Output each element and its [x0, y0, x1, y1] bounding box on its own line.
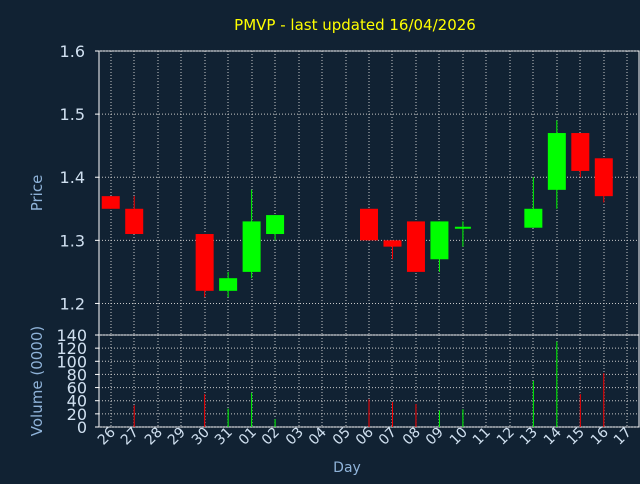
volume-axis-label: Volume (0000) — [28, 326, 46, 436]
x-tick-label: 16 — [588, 424, 612, 448]
candle-body — [266, 215, 285, 235]
volume-y-tick-label: 80 — [67, 365, 87, 384]
x-tick-label: 09 — [423, 425, 447, 449]
x-axis-label: Day — [333, 460, 361, 476]
x-tick-label: 14 — [541, 424, 565, 448]
x-tick-labels: 26 27 28 29 30 31 01 02 03 04 05 06 07 08 09 10 11 12 13 14… — [95, 424, 635, 448]
price-y-tick-label: 1.3 — [60, 231, 85, 250]
x-tick-label: 31 — [212, 425, 236, 449]
x-tick-label: 03 — [283, 425, 307, 449]
price-y-tick-label: 1.5 — [60, 105, 85, 124]
price-y-tick-labels: 1.2 1.3 1.4 1.5 1.6 — [60, 42, 85, 313]
x-tick-label: 12 — [494, 425, 518, 449]
x-tick-label: 13 — [517, 425, 541, 449]
candle-body — [594, 158, 613, 197]
x-tick-label: 29 — [165, 425, 189, 449]
x-tick-label: 30 — [189, 425, 213, 449]
price-gridlines — [95, 50, 639, 335]
price-y-tick-label: 1.6 — [60, 42, 85, 61]
volume-y-tick-label: 100 — [56, 352, 87, 371]
candle-body — [430, 221, 449, 260]
candle-body — [125, 208, 144, 235]
x-tick-label: 17 — [611, 425, 635, 449]
volume-y-tick-label: 20 — [67, 405, 87, 424]
candle-body — [360, 208, 378, 241]
candle-body — [101, 196, 120, 209]
candle-body — [242, 221, 261, 272]
candle-body — [383, 240, 402, 247]
volume-y-tick-label: 0 — [77, 418, 87, 437]
volume-y-tick-label: 120 — [56, 339, 87, 358]
volume-y-tick-label: 40 — [67, 392, 87, 411]
x-tick-label: 08 — [400, 425, 424, 449]
x-tick-label: 27 — [118, 425, 142, 449]
candle-body — [524, 208, 543, 228]
x-tick-label: 05 — [330, 425, 354, 449]
candle-body — [406, 221, 425, 272]
volume-y-tick-label: 60 — [67, 379, 87, 398]
volume-y-tick-label: 140 — [56, 326, 87, 345]
volume-bars — [133, 341, 605, 427]
x-tick-label: 11 — [470, 425, 494, 449]
price-y-tick-label: 1.2 — [60, 294, 85, 313]
candle-body — [571, 133, 590, 171]
x-tick-label: 15 — [564, 425, 588, 449]
candle-body — [219, 278, 238, 291]
x-tick-label: 10 — [447, 425, 471, 449]
candle-body — [195, 234, 214, 291]
x-tick-label: 07 — [376, 425, 400, 449]
x-tick-label: 06 — [353, 424, 377, 448]
candle-body — [547, 133, 566, 190]
price-y-tick-label: 1.4 — [60, 168, 85, 187]
x-tick-label: 02 — [259, 425, 283, 449]
x-tick-label: 26 — [95, 424, 119, 448]
candlesticks — [101, 120, 613, 298]
x-tick-label: 04 — [306, 424, 330, 448]
x-tick-label: 01 — [236, 425, 260, 449]
x-tick-label: 28 — [142, 425, 166, 449]
price-panel: 1.2 1.3 1.4 1.5 1.6 Price — [28, 42, 640, 336]
price-axis-label: Price — [28, 175, 46, 212]
volume-gridlines — [95, 334, 639, 428]
chart-title: PMVP - last updated 16/04/2026 — [234, 16, 476, 34]
